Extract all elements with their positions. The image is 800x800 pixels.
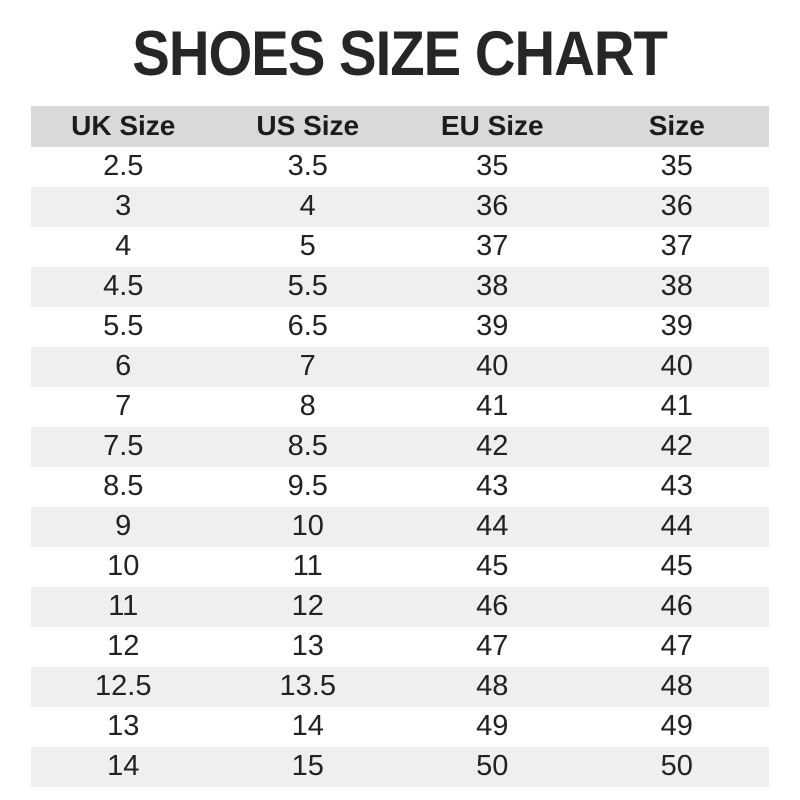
- table-row: 4 5 37 37: [31, 226, 769, 267]
- size-cell: 44: [584, 506, 769, 547]
- size-cell: 35: [400, 146, 585, 187]
- size-cell: 12: [215, 586, 400, 627]
- size-cell: 8.5: [215, 426, 400, 467]
- size-cell: 11: [215, 546, 400, 587]
- size-cell: 14: [31, 746, 216, 787]
- table-row: 12.5 13.5 48 48: [31, 666, 769, 707]
- size-cell: 7: [31, 386, 216, 427]
- size-cell: 35: [584, 146, 769, 187]
- size-cell: 49: [584, 706, 769, 747]
- size-cell: 13: [215, 626, 400, 667]
- table-row: 13 14 49 49: [31, 706, 769, 747]
- size-cell: 43: [400, 466, 585, 507]
- size-cell: 43: [584, 466, 769, 507]
- size-cell: 50: [400, 746, 585, 787]
- table-row: 2.5 3.5 35 35: [31, 146, 769, 187]
- size-cell: 9: [31, 506, 216, 547]
- size-cell: 45: [400, 546, 585, 587]
- column-header: Size: [584, 105, 769, 147]
- size-cell: 47: [400, 626, 585, 667]
- size-cell: 8.5: [31, 466, 216, 507]
- size-cell: 5.5: [215, 266, 400, 307]
- size-cell: 3: [31, 186, 216, 227]
- column-header: EU Size: [400, 105, 585, 147]
- page-title: SHOES SIZE CHART: [132, 18, 669, 90]
- size-cell: 37: [584, 226, 769, 267]
- size-cell: 12.5: [31, 666, 216, 707]
- size-cell: 39: [400, 306, 585, 347]
- size-cell: 14: [215, 706, 400, 747]
- size-cell: 36: [400, 186, 585, 227]
- size-cell: 45: [584, 546, 769, 587]
- size-cell: 6: [31, 346, 216, 387]
- size-cell: 7.5: [31, 426, 216, 467]
- table-body: 2.5 3.5 35 35 3 4 36 36 4 5 37 37 4.5 5.5 38 38 5.5 6.5 39…: [31, 146, 769, 787]
- size-cell: 13: [31, 706, 216, 747]
- size-cell: 9.5: [215, 466, 400, 507]
- size-cell: 40: [584, 346, 769, 387]
- size-cell: 38: [400, 266, 585, 307]
- size-cell: 48: [400, 666, 585, 707]
- size-cell: 48: [584, 666, 769, 707]
- size-cell: 3.5: [215, 146, 400, 187]
- size-cell: 36: [584, 186, 769, 227]
- table-row: 7 8 41 41: [31, 386, 769, 427]
- table-row: 12 13 47 47: [31, 626, 769, 667]
- table-row: 10 11 45 45: [31, 546, 769, 587]
- size-cell: 41: [400, 386, 585, 427]
- size-cell: 4: [215, 186, 400, 227]
- column-header: UK Size: [31, 105, 216, 147]
- size-cell: 12: [31, 626, 216, 667]
- table-row: 11 12 46 46: [31, 586, 769, 627]
- size-cell: 10: [31, 546, 216, 587]
- table-header: UK Size US Size EU Size Size: [31, 105, 769, 147]
- size-cell: 40: [400, 346, 585, 387]
- size-cell: 38: [584, 266, 769, 307]
- size-cell: 47: [584, 626, 769, 667]
- size-cell: 41: [584, 386, 769, 427]
- size-cell: 4.5: [31, 266, 216, 307]
- size-cell: 5.5: [31, 306, 216, 347]
- size-cell: 10: [215, 506, 400, 547]
- size-cell: 8: [215, 386, 400, 427]
- size-cell: 15: [215, 746, 400, 787]
- table-row: 9 10 44 44: [31, 506, 769, 547]
- size-cell: 42: [400, 426, 585, 467]
- size-cell: 50: [584, 746, 769, 787]
- table-row: 7.5 8.5 42 42: [31, 426, 769, 467]
- size-cell: 6.5: [215, 306, 400, 347]
- size-cell: 7: [215, 346, 400, 387]
- table-row: 6 7 40 40: [31, 346, 769, 387]
- column-header: US Size: [215, 105, 400, 147]
- size-cell: 5: [215, 226, 400, 267]
- table-header-row: UK Size US Size EU Size Size: [31, 105, 769, 147]
- size-cell: 46: [584, 586, 769, 627]
- size-cell: 49: [400, 706, 585, 747]
- size-cell: 44: [400, 506, 585, 547]
- table-row: 3 4 36 36: [31, 186, 769, 227]
- size-cell: 13.5: [215, 666, 400, 707]
- table-row: 8.5 9.5 43 43: [31, 466, 769, 507]
- size-cell: 42: [584, 426, 769, 467]
- size-cell: 2.5: [31, 146, 216, 187]
- size-cell: 39: [584, 306, 769, 347]
- size-cell: 46: [400, 586, 585, 627]
- table-row: 14 15 50 50: [31, 746, 769, 787]
- table-row: 4.5 5.5 38 38: [31, 266, 769, 307]
- size-conversion-table: UK Size US Size EU Size Size 2.5 3.5 35 35 3 4 36…: [31, 105, 769, 787]
- table-row: 5.5 6.5 39 39: [31, 306, 769, 347]
- size-cell: 37: [400, 226, 585, 267]
- size-cell: 11: [31, 586, 216, 627]
- size-cell: 4: [31, 226, 216, 267]
